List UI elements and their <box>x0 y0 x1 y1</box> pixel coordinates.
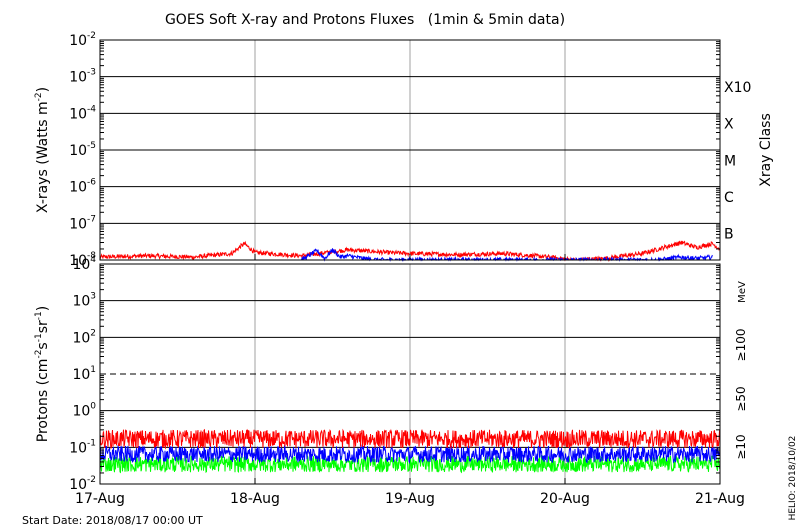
proton-y-tick-label: 103 <box>72 292 96 310</box>
proton-series-blue <box>99 444 721 465</box>
x-tick-label: 19-Aug <box>385 491 435 507</box>
proton-ge10-trace <box>99 428 721 450</box>
xray-class-label: C <box>724 190 734 206</box>
energy-unit-label: MeV <box>737 281 748 303</box>
xray-y-tick-label: 10-8 <box>69 251 96 269</box>
legend-ge10: ≥10 <box>734 434 748 459</box>
proton-y-axis-label: Protons (cm-2s-1sr-1) <box>34 306 51 442</box>
xray-y-tick-label: 10-7 <box>69 214 96 232</box>
legend-ge50: ≥50 <box>734 386 748 411</box>
xray-gridlines <box>100 40 720 260</box>
proton-gridlines <box>100 264 720 484</box>
proton-ge50-trace <box>99 444 721 465</box>
xray-class-axis-title: Xray Class <box>758 113 774 187</box>
xray-y-tick-label: 10-5 <box>69 141 96 159</box>
xray-y-tick-label: 10-2 <box>69 31 96 49</box>
proton-series-red <box>99 428 721 450</box>
chart-title: GOES Soft X-ray and Protons Fluxes (1min… <box>165 12 565 28</box>
proton-y-tick-label: 101 <box>72 365 96 383</box>
proton-series-green <box>99 454 721 474</box>
proton-panel: 10-2 10-1 100 101 102 103 104 Protons (cm-2s-1… <box>34 255 748 493</box>
xray-y-tick-label: 10-3 <box>69 68 96 86</box>
proton-y-tick-label: 100 <box>72 402 96 420</box>
start-date: Start Date: 2018/08/17 00:00 UT <box>22 514 203 527</box>
helio-credit: HELIO: 2018/10/02 <box>788 436 798 521</box>
xray-class-label: X10 <box>724 80 751 96</box>
xray-class-label: X <box>724 117 734 133</box>
proton-ge100-trace <box>99 454 721 474</box>
proton-y-tick-label: 104 <box>72 255 96 273</box>
x-tick-label: 18-Aug <box>230 491 280 507</box>
proton-y-tick-label: 102 <box>72 328 96 346</box>
proton-y-ticks: 10-2 10-1 100 101 102 103 104 <box>69 255 720 493</box>
proton-y-tick-label: 10-1 <box>69 438 96 456</box>
legend-ge100: ≥100 <box>734 329 748 362</box>
x-tick-label: 17-Aug <box>75 491 125 507</box>
xray-panel: 10-8 10-7 10-6 10-5 10-4 10-3 10-2 B C M X X10 Xra… <box>34 31 774 269</box>
proton-y-tick-label: 10-2 <box>69 475 96 493</box>
xray-y-ticks: 10-8 10-7 10-6 10-5 10-4 10-3 10-2 <box>69 31 720 269</box>
x-tick-label: 21-Aug <box>695 491 745 507</box>
xray-y-tick-label: 10-4 <box>69 104 96 122</box>
xray-class-labels: B C M X X10 <box>724 80 751 243</box>
xray-class-label: M <box>724 153 736 169</box>
x-tick-label: 20-Aug <box>540 491 590 507</box>
xray-y-axis-label: X-rays (Watts m-2) <box>34 87 51 213</box>
xray-y-tick-label: 10-6 <box>69 178 96 196</box>
x-axis-labels: 17-Aug 18-Aug 19-Aug 20-Aug 21-Aug <box>75 254 745 507</box>
xray-class-label: B <box>724 227 734 243</box>
